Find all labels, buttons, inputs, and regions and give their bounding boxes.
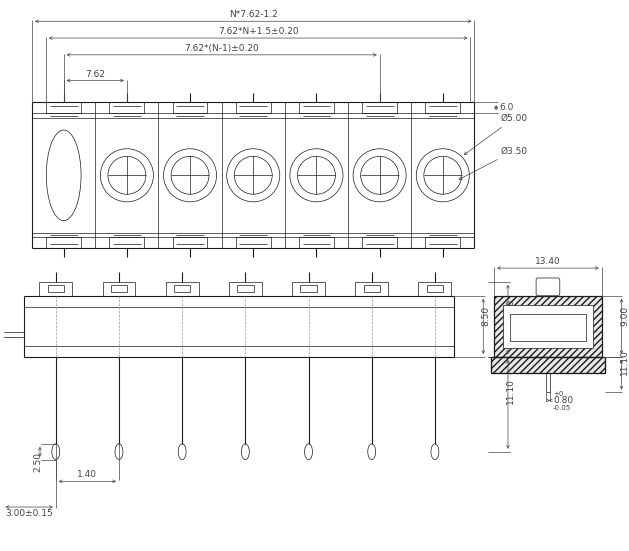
Bar <box>299 237 334 249</box>
Bar <box>174 285 191 292</box>
Bar <box>103 282 135 296</box>
Bar <box>426 285 443 292</box>
Bar <box>491 357 604 372</box>
Bar <box>300 285 317 292</box>
Text: Ø3.50: Ø3.50 <box>459 147 527 179</box>
Text: 7.62*N+1.5±0.20: 7.62*N+1.5±0.20 <box>218 27 299 36</box>
Text: 11.10: 11.10 <box>506 379 515 404</box>
Bar <box>364 285 380 292</box>
Bar <box>546 372 550 392</box>
Bar <box>491 357 604 372</box>
Text: Ø5.00: Ø5.00 <box>464 114 527 155</box>
Text: 13.40: 13.40 <box>535 257 561 266</box>
Bar <box>165 282 199 296</box>
Bar <box>237 285 253 292</box>
Text: 6.0: 6.0 <box>499 103 513 112</box>
Text: 9.00: 9.00 <box>506 299 515 320</box>
Bar <box>425 102 460 113</box>
Bar <box>503 305 593 348</box>
Bar <box>40 282 72 296</box>
FancyBboxPatch shape <box>536 278 560 296</box>
Text: N*7.62-1.2: N*7.62-1.2 <box>229 10 277 19</box>
Text: 7.62*(N-1)±0.20: 7.62*(N-1)±0.20 <box>184 44 259 53</box>
Bar <box>236 102 270 113</box>
Bar <box>47 237 81 249</box>
Text: +0: +0 <box>553 391 563 397</box>
Bar <box>236 237 270 249</box>
Bar <box>494 296 602 357</box>
Text: -0.05: -0.05 <box>553 406 571 412</box>
Text: 9.00: 9.00 <box>620 306 629 326</box>
Bar <box>362 102 397 113</box>
Bar <box>355 282 388 296</box>
Bar <box>299 102 334 113</box>
Bar <box>418 282 452 296</box>
Text: 7.62: 7.62 <box>86 69 105 79</box>
Text: 3.00±0.15: 3.00±0.15 <box>5 509 53 518</box>
Bar <box>173 237 208 249</box>
Bar <box>425 237 460 249</box>
Bar <box>292 282 325 296</box>
Text: 1.40: 1.40 <box>77 471 97 479</box>
Bar <box>494 296 602 357</box>
Text: 11.10: 11.10 <box>620 349 629 375</box>
Text: 8.50: 8.50 <box>482 306 491 326</box>
Bar <box>111 285 127 292</box>
Bar <box>510 314 586 341</box>
Bar <box>109 237 144 249</box>
Bar <box>109 102 144 113</box>
Bar <box>491 357 604 372</box>
Bar <box>47 102 81 113</box>
Text: 2.50: 2.50 <box>33 452 43 472</box>
Bar <box>173 102 208 113</box>
Bar <box>48 285 64 292</box>
Bar <box>229 282 262 296</box>
Bar <box>362 237 397 249</box>
Text: 0.80: 0.80 <box>553 396 573 405</box>
